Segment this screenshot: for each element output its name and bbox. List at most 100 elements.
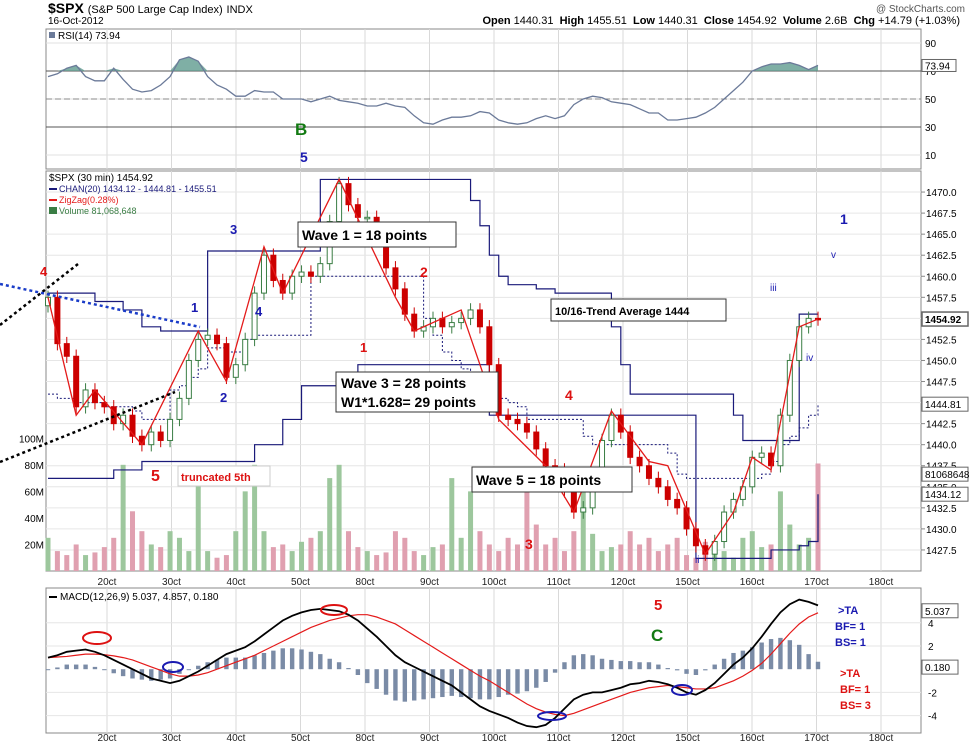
price-title: $SPX (30 min) 1454.92 — [49, 173, 153, 184]
x-tick-label: 170ct — [804, 733, 829, 744]
x-tick-label: 100ct — [482, 577, 507, 588]
candle-body — [655, 477, 662, 488]
annotation-wave1: Wave 1 = 18 points — [297, 221, 457, 248]
candle-body — [307, 271, 314, 277]
candle-body — [317, 263, 324, 277]
macd-y-tick: -4 — [928, 712, 937, 723]
candle-body — [664, 486, 671, 500]
volume-bar — [637, 544, 643, 571]
macd-note-ta-blue: >TA — [838, 605, 858, 617]
x-tick-label: 150ct — [675, 577, 700, 588]
x-tick-label: 50ct — [291, 577, 310, 588]
candle-body — [458, 317, 465, 324]
price-y-tick: 1442.5 — [926, 420, 957, 431]
macd-histogram-bar — [412, 669, 417, 701]
low-value: 1440.31 — [658, 15, 698, 27]
macd-histogram-bar — [797, 644, 802, 670]
open-label: Open — [482, 15, 511, 27]
price-y-tick: 1462.5 — [926, 251, 957, 262]
volume-bar — [721, 551, 727, 571]
macd-histogram-bar — [149, 669, 154, 681]
volume-bar — [289, 551, 295, 571]
x-tick-label: 100ct — [482, 733, 507, 744]
volume-y-tick: 20M — [25, 540, 44, 551]
rsi-y-tick: 10 — [925, 151, 937, 162]
x-tick-label: 20ct — [98, 577, 117, 588]
macd-legend: MACD(12,26,9) 5.037, 4.857, 0.180 — [49, 592, 219, 603]
volume-bar — [392, 531, 398, 571]
macd-histogram-bar — [158, 669, 163, 680]
symbol: $SPX — [48, 0, 84, 16]
volume-bar — [64, 555, 70, 571]
macd-note-bs-blue: BS= 1 — [835, 637, 866, 649]
price-y-tick: 1470.0 — [926, 188, 957, 199]
truncated-5th-box: truncated 5th — [177, 465, 271, 487]
volume-bar — [674, 537, 680, 571]
macd-histogram-bar — [674, 669, 680, 671]
low-label: Low — [632, 15, 655, 27]
macd-histogram-bar — [374, 669, 379, 689]
volume-bar — [158, 547, 164, 571]
exchange: INDX — [226, 4, 253, 16]
volume-label: Volume — [782, 15, 822, 27]
price-value-tag-text: 1434.12 — [925, 490, 962, 501]
volume-bar — [270, 547, 276, 571]
candle-body — [73, 355, 80, 408]
channel-lower-line — [48, 364, 819, 559]
trendline-lower-dotted — [0, 390, 176, 464]
macd-histogram-bar — [487, 669, 492, 700]
price-y-tick: 1467.5 — [926, 209, 957, 220]
volume-bar — [571, 531, 577, 571]
price-legend: $SPX (30 min) 1454.92 CHAN(20) 1434.12 -… — [49, 173, 217, 216]
volume-y-tick: 80M — [25, 461, 44, 472]
volume-bar — [684, 555, 690, 571]
wave-label-2-red: 2 — [420, 264, 428, 280]
x-tick-label: 110ct — [547, 577, 571, 588]
candle-body — [486, 326, 493, 366]
volume-bar — [242, 491, 248, 571]
candle-body — [523, 423, 530, 433]
volume-bar — [167, 531, 173, 571]
macd-value-tag-text: 5.037 — [925, 607, 950, 618]
volume-bar — [580, 484, 586, 571]
candle-body — [674, 498, 681, 509]
volume-bar — [252, 464, 258, 571]
volume-bar — [148, 544, 154, 571]
x-tick-label: 180ct — [869, 733, 894, 744]
volume-bar — [646, 537, 652, 571]
volume-bar — [45, 537, 51, 571]
volume-bar — [599, 551, 605, 571]
wave-label-4-blue: 4 — [255, 304, 263, 319]
volume-bar — [411, 551, 417, 571]
wave-label-4-red: 4 — [40, 264, 48, 279]
candle-body — [796, 326, 803, 361]
wave-label-4-red-2: 4 — [565, 387, 573, 403]
volume-bar — [590, 533, 596, 571]
macd-histogram-bar — [618, 661, 624, 670]
macd-histogram-bar — [458, 669, 464, 698]
macd-cross-marker — [162, 661, 184, 673]
price-value-tag — [921, 466, 969, 482]
macd-histogram-bar — [64, 664, 69, 670]
macd-histogram-bar — [562, 662, 567, 670]
macd-histogram-bar — [571, 655, 577, 670]
wave-label-1-red: 1 — [360, 340, 367, 355]
candle-body — [289, 275, 296, 294]
macd-value-tag — [921, 603, 959, 619]
price-value-tag — [921, 486, 969, 502]
wave-label-iii: iii — [770, 283, 777, 294]
candle-body — [214, 334, 221, 345]
price-y-tick: 1460.0 — [926, 272, 957, 283]
macd-y-tick: -2 — [928, 688, 937, 699]
volume-bar — [73, 544, 79, 571]
macd-histogram-bar — [656, 664, 661, 670]
x-tick-label: 40ct — [227, 733, 246, 744]
macd-histogram-bar — [703, 669, 708, 671]
x-tick-label: 120ct — [611, 577, 636, 588]
candle-body — [232, 364, 239, 378]
rsi-value-tag — [921, 58, 957, 72]
volume-bar — [730, 557, 736, 571]
macd-histogram-bar — [806, 654, 811, 670]
candle-body — [148, 431, 155, 446]
annotation-wave3: Wave 3 = 28 points W1*1.628= 29 points — [335, 371, 499, 413]
